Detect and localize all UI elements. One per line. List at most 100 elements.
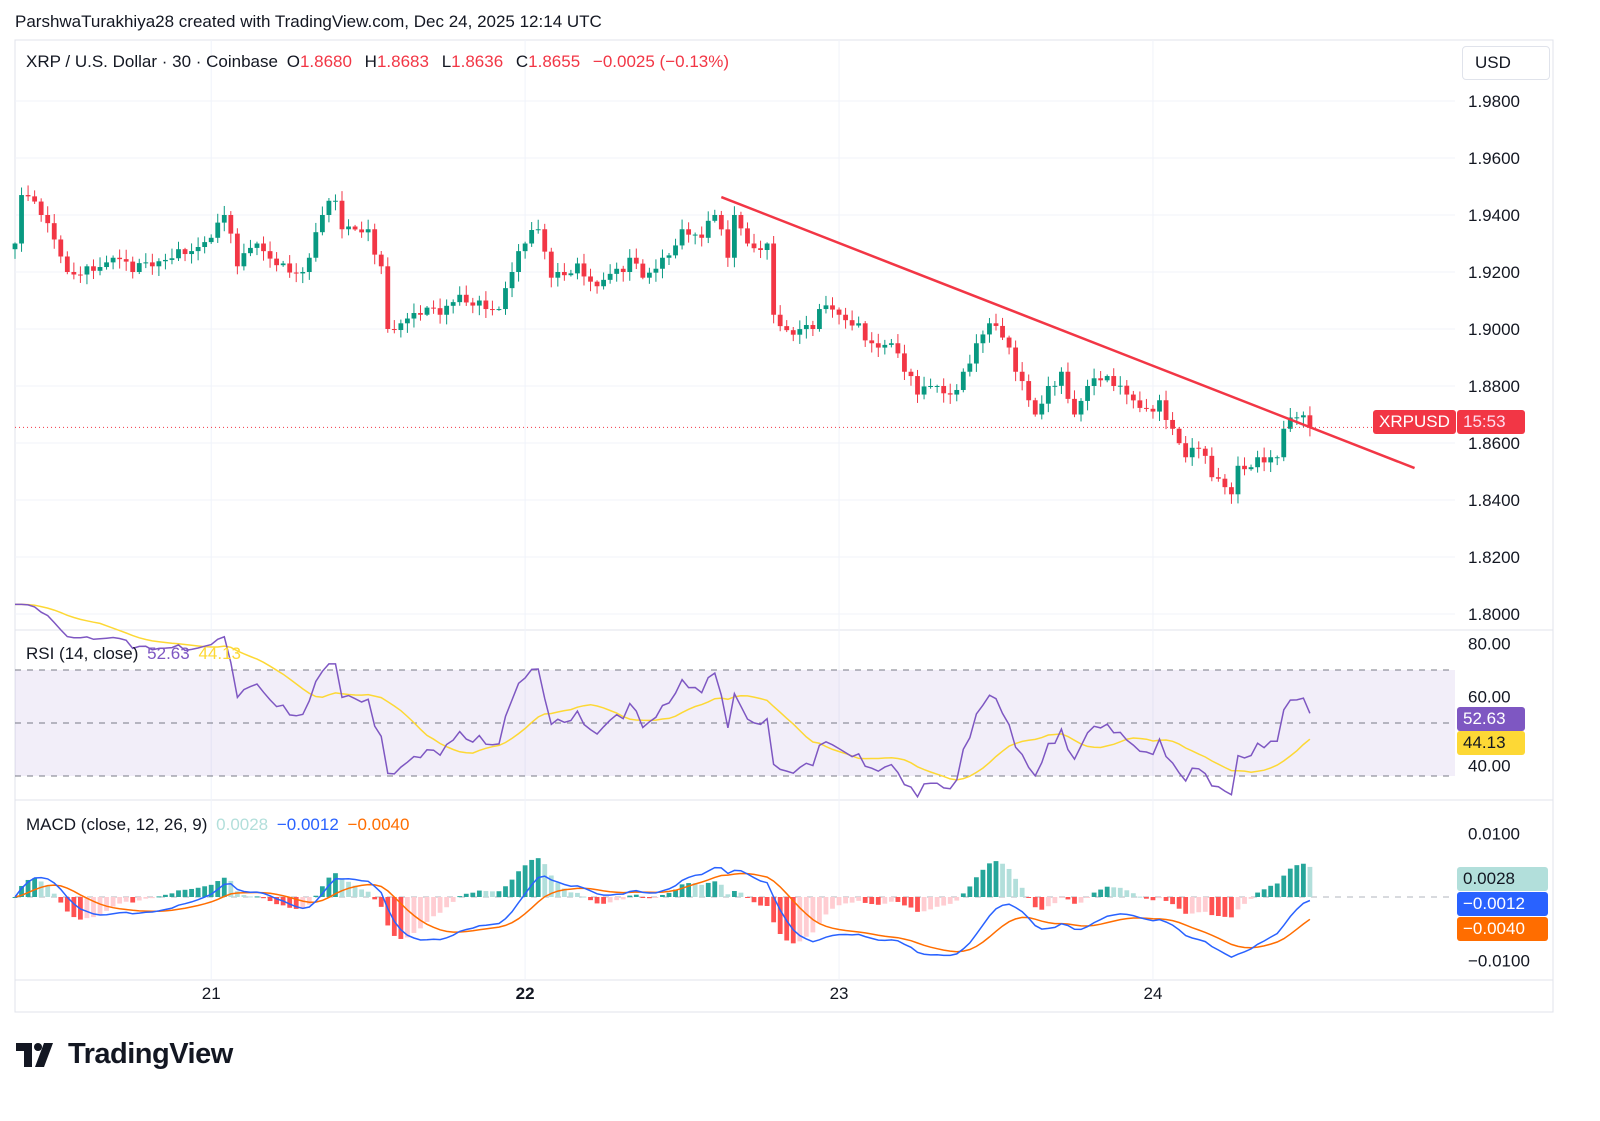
macd-histogram-bar — [1255, 892, 1260, 897]
macd-histogram-bar — [993, 861, 999, 897]
currency-selector[interactable]: USD — [1462, 46, 1550, 80]
macd-histogram-bar — [32, 878, 38, 897]
macd-histogram-bar — [19, 885, 24, 897]
macd-histogram-bar — [261, 897, 266, 899]
macd-histogram-bar — [692, 883, 698, 897]
candle-body — [758, 248, 763, 250]
macd-histogram-bar — [790, 897, 796, 944]
candle-body — [19, 195, 24, 244]
candle-body — [221, 215, 227, 223]
macd-histogram-bar — [1202, 897, 1208, 912]
macd-histogram-bar — [666, 892, 672, 897]
macd-histogram-bar — [1281, 875, 1287, 897]
macd-histogram-bar — [391, 897, 397, 936]
macd-histogram-bar — [234, 891, 240, 897]
candle-body — [1104, 376, 1110, 381]
macd-histogram-bar — [1170, 897, 1175, 905]
macd-histogram-bar — [699, 884, 705, 897]
candle-body — [261, 243, 266, 252]
macd-legend: MACD (close, 12, 26, 9) 0.0028 −0.0012 −… — [26, 815, 413, 835]
candle-body — [666, 255, 672, 258]
candle-body — [712, 215, 718, 221]
candle-body — [411, 313, 417, 319]
macd-histogram-bar — [568, 892, 574, 897]
macd-histogram-bar — [660, 894, 665, 897]
candle-body — [1215, 477, 1221, 479]
macd-histogram-bar — [1235, 897, 1241, 910]
candle-body — [705, 220, 711, 238]
candle-body — [1006, 337, 1012, 348]
candle-body — [346, 226, 351, 230]
rsi-title[interactable]: RSI (14, close) — [26, 644, 139, 663]
macd-histogram-bar — [143, 897, 149, 899]
macd-histogram-bar — [176, 890, 181, 897]
macd-histogram-bar — [182, 889, 188, 897]
macd-histogram-bar — [849, 897, 855, 903]
candle-body — [764, 243, 770, 250]
macd-histogram-bar — [339, 878, 345, 897]
candle-body — [470, 302, 476, 306]
brand-name: TradingView — [68, 1038, 233, 1070]
macd-histogram-bar — [378, 897, 384, 907]
candle-body — [1248, 467, 1254, 470]
candle-body — [516, 251, 521, 272]
macd-histogram-bar — [1144, 897, 1149, 899]
candle-body — [248, 247, 253, 254]
tradingview-logo[interactable]: TradingView — [16, 1038, 233, 1071]
candle-body — [71, 272, 77, 275]
macd-histogram-bar — [548, 875, 554, 897]
candle-body — [359, 229, 365, 233]
macd-histogram-bar — [751, 897, 757, 903]
macd-histogram-bar — [1229, 897, 1234, 918]
candle-body — [928, 386, 933, 388]
chart-frame — [14, 39, 1554, 1013]
candle-body — [620, 268, 626, 272]
price-tick-label: 1.8200 — [1468, 548, 1520, 567]
macd-histogram-bar — [130, 897, 136, 903]
macd-histogram-bar — [686, 883, 692, 897]
macd-histogram-bar — [195, 887, 201, 897]
macd-signal-line — [14, 872, 1311, 953]
macd-histogram-bar — [463, 893, 469, 897]
macd-histogram-bar — [1111, 887, 1117, 897]
candle-body — [902, 353, 907, 372]
candle-body — [195, 247, 201, 252]
candle-body — [692, 234, 698, 236]
macd-histogram-bar — [980, 869, 986, 897]
macd-histogram-bar — [738, 892, 744, 897]
macd-histogram-bar — [1150, 897, 1156, 901]
candle-body — [542, 229, 548, 252]
candle-body — [130, 261, 136, 272]
macd-histogram-bar — [817, 897, 822, 923]
macd-histogram-bar — [1307, 866, 1313, 897]
macd-histogram-bar — [1019, 887, 1025, 897]
candle-body — [908, 371, 914, 377]
macd-histogram-bar — [856, 897, 862, 901]
candle-body — [1111, 376, 1117, 386]
candle-body — [836, 309, 842, 315]
candle-body — [104, 262, 109, 268]
candle-body — [169, 258, 175, 260]
macd-title[interactable]: MACD (close, 12, 26, 9) — [26, 815, 208, 834]
candle-body — [306, 257, 312, 272]
candle-body — [987, 323, 992, 335]
candle-body — [594, 281, 600, 287]
time-tick-label: 24 — [1143, 984, 1162, 1003]
close-value: 1.8655 — [528, 52, 581, 71]
candle-body — [1300, 415, 1306, 418]
symbol-title[interactable]: XRP / U.S. Dollar · 30 · Coinbase — [26, 52, 278, 71]
macd-histogram-bar — [823, 897, 829, 915]
candle-body — [797, 329, 803, 335]
macd-histogram-bar — [431, 897, 436, 917]
rsi-tick-label: 60.00 — [1468, 688, 1511, 707]
macd-histogram-bar — [1215, 897, 1221, 916]
macd-histogram-bar — [457, 896, 463, 898]
macd-histogram-bar — [987, 863, 992, 897]
macd-histogram-bar — [1000, 863, 1005, 897]
candle-body — [398, 323, 404, 331]
candle-body — [1255, 457, 1260, 468]
macd-histogram-bar — [293, 897, 299, 909]
candle-body — [1085, 386, 1090, 401]
tradingview-logo-icon — [16, 1042, 53, 1067]
